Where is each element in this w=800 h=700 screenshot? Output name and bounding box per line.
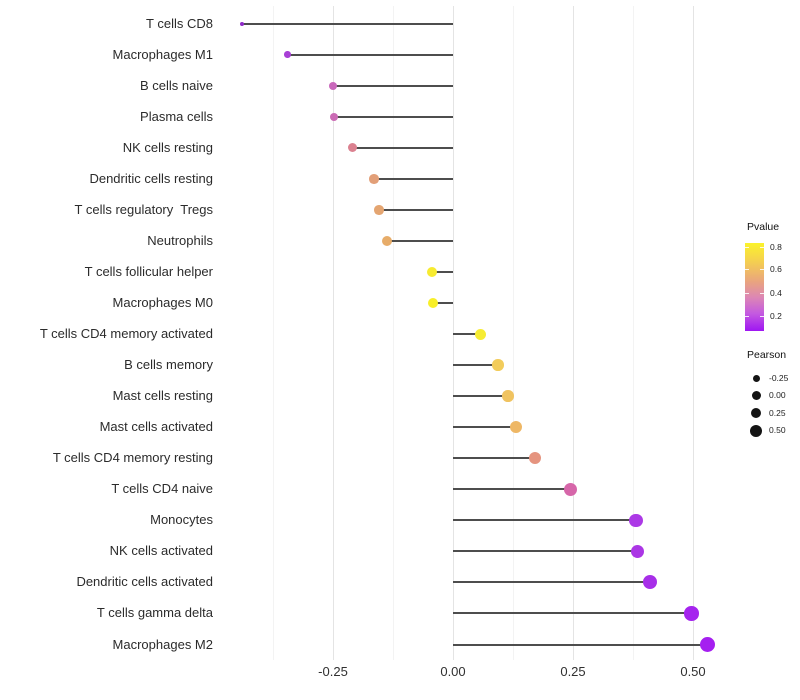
gridline-major [692,6,694,660]
data-point [509,421,522,434]
data-point [239,21,244,26]
gridline-minor [272,6,274,660]
data-point [502,390,514,402]
lollipop-stem [453,519,636,522]
data-point [381,235,392,246]
x-axis-tick-label: -0.25 [318,664,348,679]
data-point [284,51,291,58]
y-axis-label: NK cells resting [122,139,213,155]
lollipop-stem [453,643,708,646]
y-axis-label: B cells naive [140,77,213,93]
pearson-legend-title: Pearson [747,349,787,361]
pvalue-tick-label: 0.4 [770,287,782,298]
y-axis-label: Dendritic cells resting [89,170,213,186]
lollipop-stem [431,270,453,273]
y-axis-label: NK cells activated [109,543,213,559]
pearson-legend-label: 0.50 [769,425,786,435]
lollipop-stem [241,22,453,25]
lollipop-stem [379,208,453,211]
pvalue-legend-title: Pvalue [747,221,780,233]
y-axis-label: T cells CD4 memory resting [52,450,213,466]
pvalue-tick-mark [760,292,764,294]
pvalue-tick-mark [745,269,749,271]
pvalue-tick-mark [760,246,764,248]
y-axis-label: Mast cells activated [99,419,213,435]
data-point [700,637,716,652]
gridline-major [332,6,334,660]
y-axis-label: Macrophages M0 [112,294,213,310]
data-point [643,575,658,590]
lollipop-stem [453,488,571,491]
lollipop-stem [453,333,481,335]
lollipop-stem [333,84,453,87]
pvalue-tick-mark [760,269,764,271]
y-axis-label: T cells CD4 naive [111,481,213,497]
lollipop-stem [453,581,651,584]
data-point [528,451,542,465]
y-axis-label: T cells CD8 [146,15,213,31]
y-axis-label: Neutrophils [147,232,213,248]
y-axis-label: Dendritic cells activated [76,574,213,590]
data-point [684,606,699,621]
x-axis-tick-label: 0.00 [440,664,466,679]
data-point [475,328,487,340]
data-point [630,544,645,559]
data-point [426,266,438,278]
pearson-legend-key [752,374,760,382]
pearson-legend-key [751,391,761,400]
y-axis-label: T cells gamma delta [96,605,213,621]
pvalue-tick-mark [760,315,764,317]
data-point [374,205,384,215]
data-point [629,513,643,528]
lollipop-stem [352,146,453,149]
gridline-major [572,6,574,660]
data-point [427,297,439,309]
lollipop-stem [453,395,509,398]
pvalue-tick-label: 0.2 [770,310,782,321]
gridline-minor [512,6,514,660]
data-point [330,112,339,121]
pvalue-tick-label: 0.6 [770,264,782,275]
y-axis-label: Macrophages M1 [112,46,213,62]
pvalue-tick-label: 0.8 [770,241,782,252]
pvalue-tick-mark [745,315,749,317]
data-point [369,174,379,184]
data-point [329,81,337,90]
lollipop-stem [287,53,453,56]
pearson-legend-label: 0.00 [769,390,786,400]
lollipop-stem [373,177,453,180]
gridline-minor [392,6,394,660]
gridline-minor [632,6,634,660]
pearson-legend-label: -0.25 [769,372,789,383]
lollipop-stem [453,364,499,367]
lollipop-stem [453,612,692,615]
y-axis-label: T cells follicular helper [84,263,213,279]
y-axis-label: Mast cells resting [112,388,213,404]
y-axis-label: B cells memory [124,357,213,373]
data-point [563,482,577,496]
lollipop-stem [453,457,536,460]
pvalue-tick-mark [745,246,749,248]
pvalue-gradient-bar [745,243,764,331]
x-axis-tick-label: 0.50 [680,664,706,679]
data-point [347,143,357,153]
y-axis-label: Monocytes [150,512,213,528]
x-axis-tick-label: 0.25 [560,664,586,679]
pvalue-tick-mark [745,292,749,294]
lollipop-stem [453,426,516,429]
pearson-legend-label: 0.25 [769,407,786,418]
y-axis-label: T cells CD4 memory activated [39,326,213,341]
y-axis-label: Macrophages M2 [112,636,213,652]
lollipop-stem [334,115,453,118]
data-point [492,359,504,371]
y-axis-label: Plasma cells [140,108,213,124]
lollipop-stem [432,301,453,304]
lollipop-stem [386,239,453,242]
pearson-legend-key [750,407,762,419]
pearson-legend-key [750,424,762,437]
lollipop-stem [453,550,638,553]
y-axis-label: T cells regulatory Tregs [74,201,213,217]
